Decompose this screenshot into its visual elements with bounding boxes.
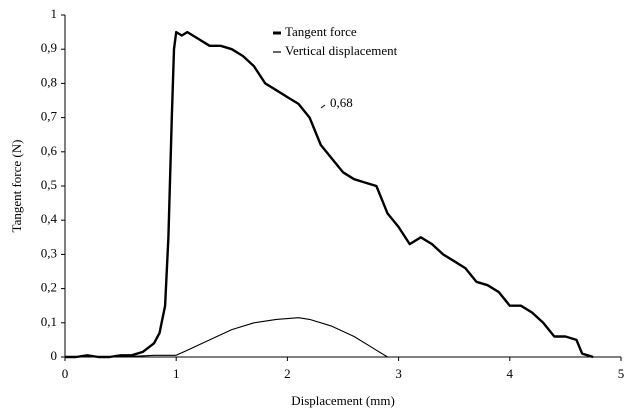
x-tick-label: 3 <box>395 366 402 381</box>
y-tick-label: 0,5 <box>41 177 57 192</box>
y-tick-label: 0,9 <box>41 40 57 55</box>
y-tick-label: 1 <box>51 6 58 21</box>
y-axis-label: Tangent force (N) <box>9 140 24 233</box>
x-tick-label: 0 <box>62 366 69 381</box>
annotation: 0,68 <box>330 95 353 110</box>
y-tick-label: 0,1 <box>41 314 57 329</box>
annotation-mark <box>320 104 326 109</box>
y-tick-label: 0,2 <box>41 280 57 295</box>
y-tick-label: 0,8 <box>41 74 57 89</box>
series-line <box>65 317 388 358</box>
legend-label: Tangent force <box>285 24 357 39</box>
x-tick-label: 1 <box>173 366 180 381</box>
x-tick-label: 5 <box>618 366 624 381</box>
series-line <box>65 30 594 359</box>
y-tick-label: 0,7 <box>41 109 58 124</box>
y-tick-label: 0,3 <box>41 245 57 260</box>
x-tick-label: 4 <box>507 366 514 381</box>
y-tick-label: 0,4 <box>41 211 58 226</box>
y-tick-label: 0,6 <box>41 143 58 158</box>
x-axis-label: Displacement (mm) <box>291 393 395 408</box>
x-tick-label: 2 <box>284 366 291 381</box>
legend-label: Vertical displacement <box>285 43 398 58</box>
y-tick-label: 0 <box>51 348 58 363</box>
